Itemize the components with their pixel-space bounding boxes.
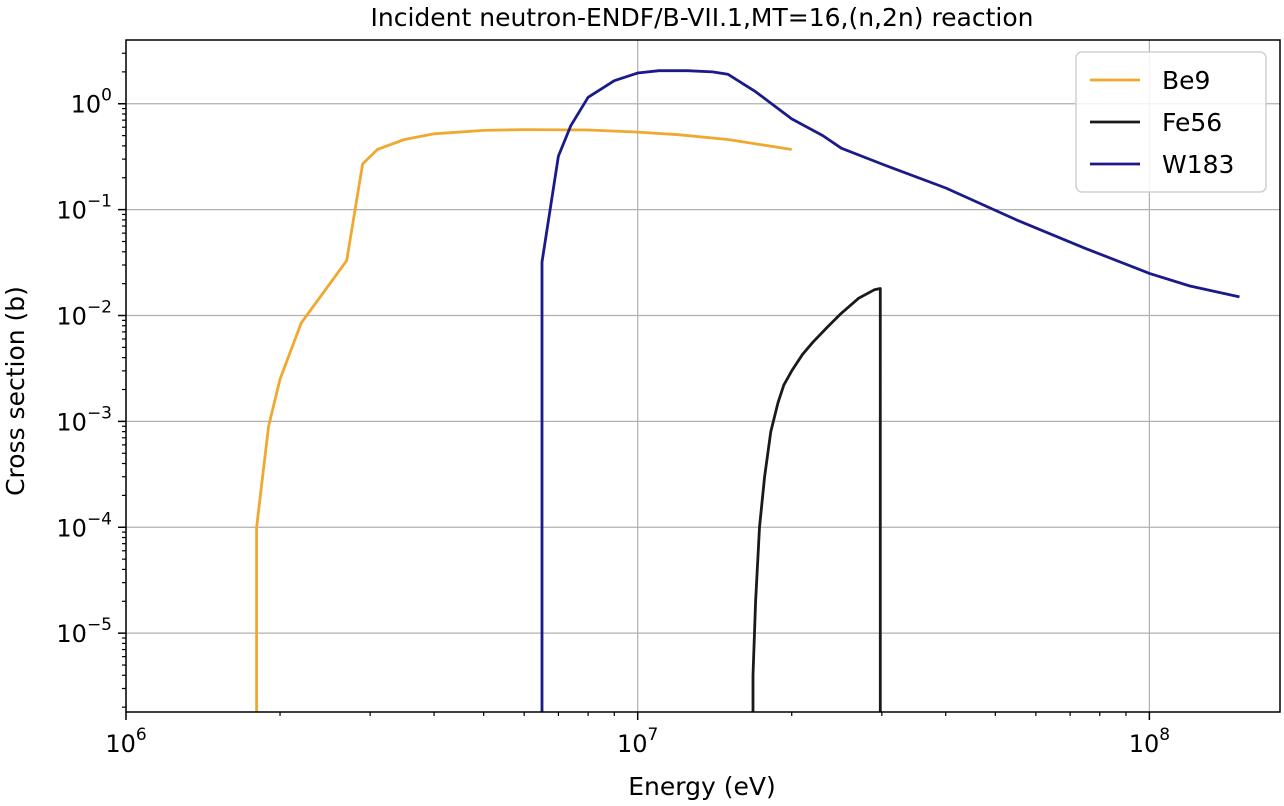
y-tick-label: 10−4 bbox=[56, 509, 112, 542]
x-tick-label: 106 bbox=[105, 725, 146, 758]
y-tick-label: 10−1 bbox=[56, 192, 112, 225]
legend-label-fe56: Fe56 bbox=[1162, 108, 1222, 137]
y-tick-label: 10−5 bbox=[56, 615, 112, 648]
series-layer bbox=[255, 69, 1240, 712]
y-tick-label: 10−2 bbox=[56, 298, 112, 331]
legend-label-w183: W183 bbox=[1162, 150, 1234, 179]
series-line-fe56 bbox=[751, 287, 882, 712]
legend: Be9 Fe56 W183 bbox=[1075, 51, 1267, 193]
y-tick-label: 10−3 bbox=[56, 403, 112, 436]
x-tick-label: 108 bbox=[1129, 725, 1170, 758]
legend-box bbox=[1075, 51, 1267, 193]
legend-label-be9: Be9 bbox=[1162, 66, 1210, 95]
series-line-be9 bbox=[255, 128, 792, 712]
x-axis-title: Energy (eV) bbox=[628, 772, 775, 801]
chart-title: Incident neutron-ENDF/B-VII.1,MT=16,(n,2… bbox=[370, 3, 1033, 32]
series-line-w183 bbox=[540, 69, 1240, 712]
y-axis-title: Cross section (b) bbox=[1, 286, 30, 496]
y-axis: 100 10−1 10−2 10−3 10−4 10−5 bbox=[56, 52, 126, 708]
x-axis: 106 107 108 bbox=[105, 712, 1170, 758]
plot-frame bbox=[125, 39, 1281, 713]
x-tick-label: 107 bbox=[617, 725, 658, 758]
y-tick-label: 100 bbox=[71, 86, 112, 119]
